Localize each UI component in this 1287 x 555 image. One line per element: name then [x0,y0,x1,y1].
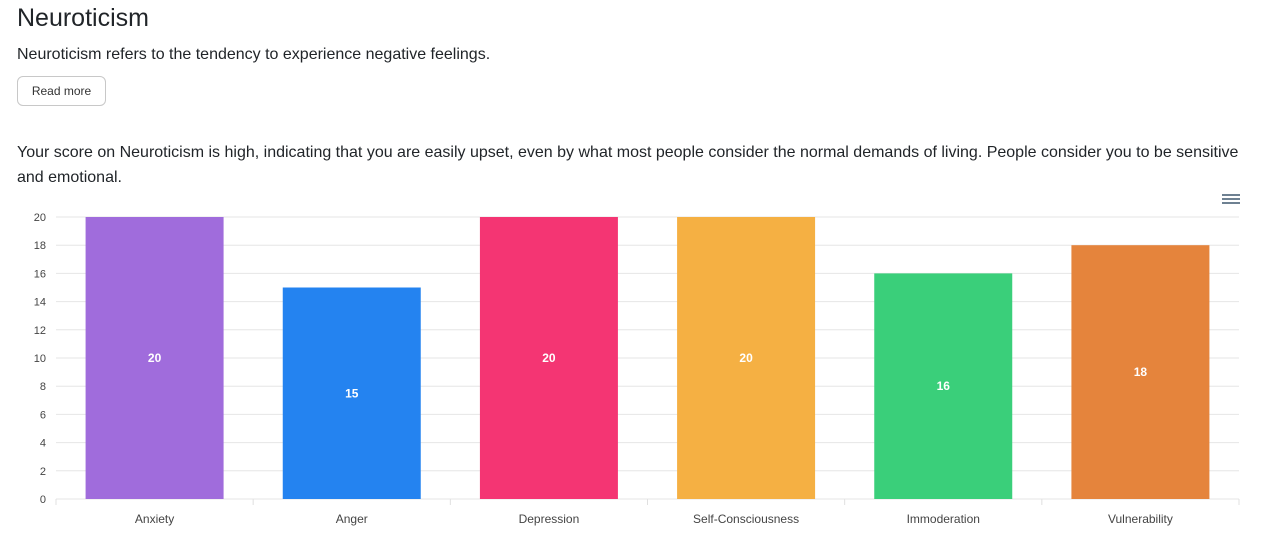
y-tick-label: 16 [34,268,46,280]
read-more-button[interactable]: Read more [17,76,106,106]
x-tick-label: Anxiety [135,512,174,526]
x-tick-label: Self-Consciousness [693,512,799,526]
x-tick-label: Immoderation [907,512,980,526]
score-text: Your score on Neuroticism is high, indic… [17,144,1239,186]
y-tick-label: 6 [40,409,46,421]
page-title: Neuroticism [17,4,149,32]
bar-self-consciousness [677,217,816,499]
y-tick-label: 2 [40,466,46,478]
x-tick-label: Vulnerability [1108,512,1173,526]
x-tick-label: Anger [336,512,368,526]
bar-depression [479,217,618,499]
y-tick-label: 10 [34,353,46,365]
bar-chart: 0 2 4 6 8 10 12 14 16 18 20 20 Anxiety 15 Anger 20 Depre… [34,212,1240,526]
data-label: 20 [148,351,162,365]
data-label: 16 [937,379,951,393]
y-tick-label: 12 [34,325,46,337]
bar-vulnerability [1071,245,1210,499]
x-tick-label: Depression [519,512,580,526]
data-label: 20 [542,351,556,365]
bar-immoderation [874,273,1013,499]
y-tick-label: 20 [34,212,46,224]
data-label: 20 [739,351,753,365]
y-tick-label: 4 [40,438,46,450]
bar-anxiety [85,217,224,499]
hamburger-icon[interactable] [1222,192,1240,206]
y-tick-label: 18 [34,240,46,252]
data-label: 18 [1134,365,1148,379]
y-tick-label: 0 [40,494,46,506]
data-label: 15 [345,386,359,400]
bar-anger [282,287,421,499]
y-tick-label: 14 [34,297,46,309]
y-tick-label: 8 [40,381,46,393]
description: Neuroticism refers to the tendency to ex… [17,46,491,63]
